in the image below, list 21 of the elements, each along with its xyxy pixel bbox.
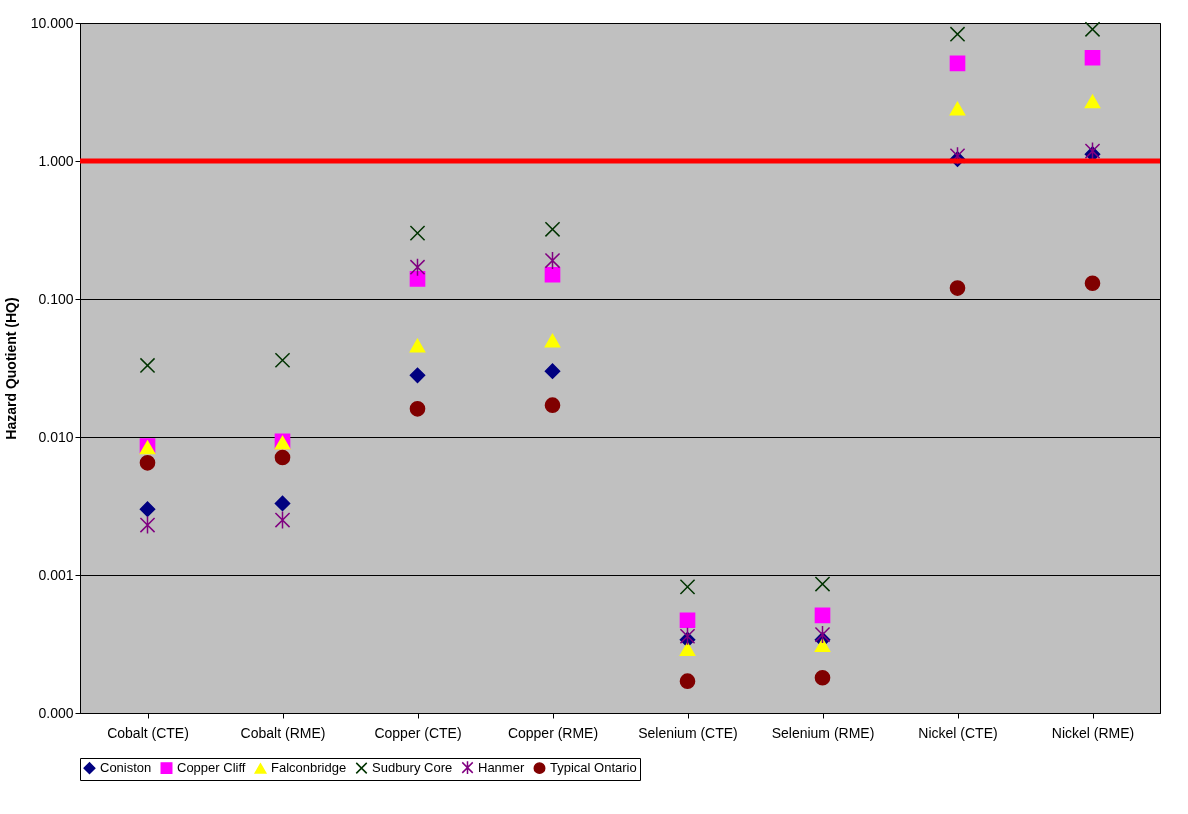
y-tick-label: 0.100 [38, 290, 74, 307]
x-tick-label: Nickel (CTE) [918, 724, 998, 741]
x-tick-label: Copper (CTE) [374, 724, 462, 741]
legend-label: Coniston [100, 760, 152, 776]
y-tick-label: 10.000 [30, 14, 74, 31]
x-tick-label: Cobalt (CTE) [107, 724, 189, 741]
y-tick-label: 0.001 [38, 566, 74, 583]
legend-label: Falconbridge [271, 760, 347, 776]
legend-label: Sudbury Core [372, 760, 453, 776]
x-tick-label: Copper (RME) [507, 724, 599, 741]
legend-label: Typical Ontario [550, 760, 637, 776]
y-tick-label: 0.000 [38, 704, 74, 721]
y-tick-label: 0.010 [38, 428, 74, 445]
x-tick-label: Nickel (RME) [1051, 724, 1135, 741]
legend-label: Hanmer [478, 759, 525, 775]
y-axis-title: Hazard Quotient (HQ) [2, 297, 19, 440]
x-tick-label: Selenium (CTE) [638, 724, 738, 741]
y-tick-label: 1.000 [38, 152, 74, 169]
legend-label: Copper Cliff [177, 760, 246, 776]
x-tick-label: Selenium (RME) [771, 724, 875, 741]
x-tick-label: Cobalt (RME) [240, 724, 326, 741]
